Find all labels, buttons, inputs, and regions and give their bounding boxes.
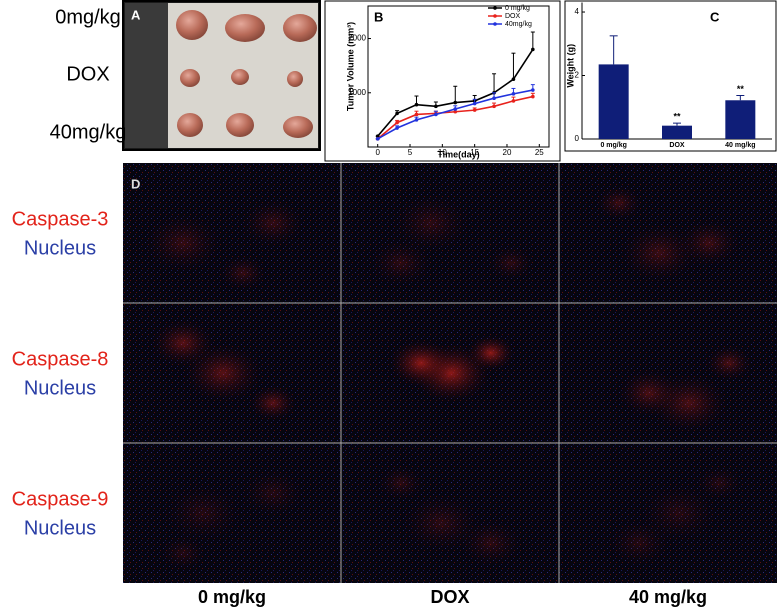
signal <box>163 483 243 543</box>
column-label: 40 mg/kg <box>629 587 707 607</box>
signal <box>459 519 523 567</box>
column-label: DOX <box>430 587 469 607</box>
legend-marker <box>493 22 497 26</box>
tumors <box>176 10 317 138</box>
point <box>453 107 458 111</box>
point <box>472 108 477 112</box>
point <box>434 112 438 117</box>
legend-marker <box>493 6 497 10</box>
point <box>434 104 438 109</box>
plot-frame <box>367 5 550 148</box>
x-tick-label: 40 mg/kg <box>725 142 755 149</box>
signal <box>487 245 535 281</box>
row-label: 0mg/kg <box>55 6 121 28</box>
x-tick-label: 10 <box>438 148 447 157</box>
x-tick-label: 5 <box>408 148 413 157</box>
x-tick-label: 0 mg/kg <box>600 142 626 149</box>
x-tick-label: 20 <box>503 148 512 157</box>
ruler <box>125 3 170 148</box>
point <box>492 96 496 100</box>
y-axis-label: Tumor Volume (mm³) <box>345 22 355 111</box>
x-tick-label: 0 <box>375 148 380 157</box>
point <box>453 109 458 114</box>
signal <box>695 465 743 501</box>
legend-label: 0 mg/kg <box>505 5 530 12</box>
legend-label: 40mg/kg <box>505 21 532 28</box>
signal <box>143 213 223 273</box>
panel-label: C <box>710 9 720 24</box>
point <box>492 104 496 109</box>
panel-frame <box>324 0 561 162</box>
point <box>531 94 535 99</box>
panel-label: D <box>131 176 140 191</box>
row-label: Caspase-9 <box>12 488 109 510</box>
row-label: 40mg/kg <box>50 121 127 143</box>
legend-marker <box>493 14 497 18</box>
signal <box>677 219 741 267</box>
signal <box>389 339 453 387</box>
point <box>511 99 516 103</box>
y-tick-label: 4 <box>575 7 580 16</box>
point <box>511 92 516 96</box>
signal <box>369 239 433 287</box>
point <box>395 111 399 116</box>
y-tick-label: 0 <box>575 134 580 143</box>
signal <box>159 535 207 571</box>
bar <box>662 125 692 139</box>
y-axis-label: Weight (g) <box>565 44 575 88</box>
point <box>375 137 380 141</box>
point <box>531 88 535 92</box>
point <box>395 120 399 125</box>
micrographs <box>123 163 777 583</box>
row-label: Nucleus <box>24 517 96 539</box>
signal <box>241 199 305 247</box>
signal <box>617 369 681 417</box>
signal <box>467 335 515 371</box>
point <box>414 112 419 117</box>
point <box>395 126 399 130</box>
signal <box>241 469 305 517</box>
x-tick-label: DOX <box>669 142 685 149</box>
point <box>531 47 535 52</box>
chart-b: B 0 5 10 15 20 25 1000 2000 Time(day) Tumor Volume… <box>345 5 550 159</box>
signal <box>595 185 643 221</box>
panel-label: A <box>131 7 141 22</box>
point <box>472 101 477 106</box>
signal <box>607 519 671 567</box>
row-label: Nucleus <box>24 237 96 259</box>
signal <box>705 345 753 381</box>
signal <box>249 385 297 421</box>
significance: ** <box>673 112 681 122</box>
y-tick-label: 2 <box>575 71 580 80</box>
x-axis-label: Time(day) <box>437 149 479 159</box>
point <box>414 118 419 122</box>
bar <box>725 100 756 139</box>
legend-label: DOX <box>505 13 521 20</box>
point <box>511 77 516 82</box>
point <box>414 102 419 107</box>
bar <box>598 64 629 139</box>
y-tick-label: 1000 <box>348 88 366 97</box>
signal <box>151 319 215 367</box>
panel-frame <box>564 0 777 152</box>
y-tick-label: 2000 <box>348 34 366 43</box>
signal <box>219 255 267 291</box>
x-tick-label: 25 <box>535 148 544 157</box>
signal <box>391 193 471 253</box>
point <box>453 100 458 105</box>
row-label: Caspase-3 <box>12 208 109 230</box>
significance: ** <box>737 84 745 94</box>
column-label: 0 mg/kg <box>198 587 266 607</box>
point <box>375 134 380 138</box>
x-tick-label: 15 <box>470 148 479 157</box>
row-label: DOX <box>66 63 109 85</box>
row-label: Caspase-8 <box>12 348 109 370</box>
panel-label: B <box>374 9 383 24</box>
row-label: Nucleus <box>24 377 96 399</box>
signal <box>377 465 425 501</box>
